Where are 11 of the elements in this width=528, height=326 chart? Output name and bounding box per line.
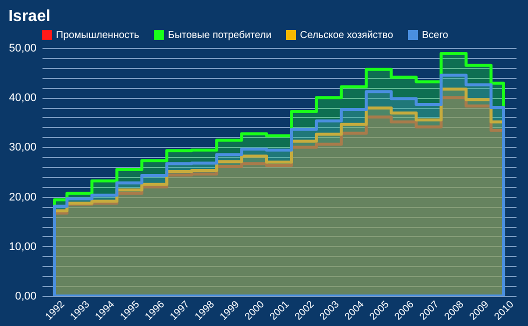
y-tick-label: 20,00	[8, 191, 36, 204]
chart-title: Israel	[8, 8, 50, 25]
y-tick-label: 10,00	[8, 240, 36, 253]
legend-label: Всего	[422, 30, 449, 41]
y-tick-label: 40,00	[8, 92, 36, 104]
legend-label: Промышленность	[56, 30, 140, 41]
y-tick-label: 30,00	[8, 142, 36, 154]
legend-label: Сельское хозяйство	[300, 30, 394, 41]
legend-label: Бытовые потребители	[168, 30, 272, 41]
y-tick-label: 50,00	[8, 42, 36, 54]
y-tick-label: 0,00	[15, 290, 36, 302]
